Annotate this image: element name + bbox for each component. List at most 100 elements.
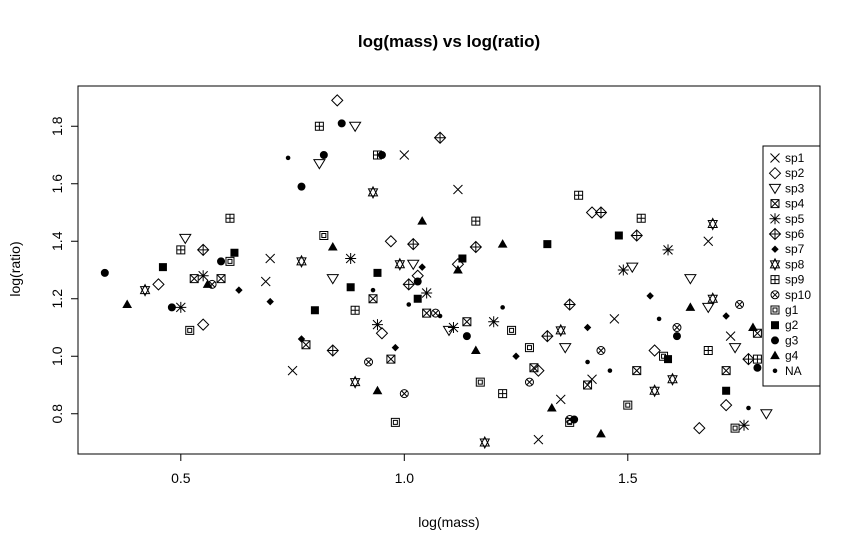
data-points xyxy=(100,94,803,450)
legend-item: sp9 xyxy=(770,273,805,287)
data-point xyxy=(297,335,306,343)
data-point xyxy=(178,233,192,245)
data-point xyxy=(596,428,606,438)
legend-label: g3 xyxy=(785,333,799,347)
chart-title: log(mass) vs log(ratio) xyxy=(358,32,540,51)
data-point xyxy=(100,268,109,277)
legend-symbol xyxy=(770,153,780,163)
data-point xyxy=(462,332,471,341)
data-point xyxy=(391,343,400,352)
data-point xyxy=(683,274,697,285)
data-point xyxy=(649,384,660,398)
data-point xyxy=(287,365,298,376)
data-point xyxy=(623,400,633,410)
data-point xyxy=(672,323,682,332)
series-sp5 xyxy=(175,244,786,431)
data-point xyxy=(630,229,643,242)
data-point xyxy=(437,313,443,319)
data-point xyxy=(587,374,597,385)
data-point xyxy=(488,316,500,328)
legend-label: g2 xyxy=(785,318,799,332)
data-point xyxy=(421,287,433,299)
data-point xyxy=(738,419,750,431)
plot-frame xyxy=(77,85,821,455)
data-point xyxy=(202,279,213,288)
data-point xyxy=(664,355,673,364)
data-point xyxy=(462,317,472,327)
data-point xyxy=(541,329,554,343)
legend-label: sp4 xyxy=(785,197,805,211)
data-point xyxy=(375,327,389,340)
data-point xyxy=(185,325,195,335)
data-point xyxy=(406,259,420,271)
data-point xyxy=(479,435,491,450)
x-tick-label: 1.0 xyxy=(395,470,415,486)
data-point xyxy=(418,263,426,271)
legend-label: NA xyxy=(785,364,802,378)
legend-symbol xyxy=(770,275,780,285)
data-point xyxy=(583,323,592,332)
legend-item: sp6 xyxy=(768,227,805,241)
data-point xyxy=(350,305,360,315)
data-point xyxy=(312,159,326,170)
legend-symbol xyxy=(772,368,778,374)
legend-symbol xyxy=(770,305,780,315)
data-point xyxy=(512,352,520,360)
data-point xyxy=(122,299,133,308)
data-point xyxy=(497,239,508,248)
data-point xyxy=(667,372,678,386)
data-point xyxy=(349,375,361,389)
legend-item: g3 xyxy=(771,333,799,347)
data-point xyxy=(370,287,376,293)
data-point xyxy=(636,213,646,223)
data-point xyxy=(753,363,762,372)
series-sp10 xyxy=(207,279,794,424)
data-point xyxy=(314,121,324,131)
data-point xyxy=(230,248,239,257)
legend-label: sp6 xyxy=(785,227,805,241)
legend-item: g1 xyxy=(770,303,799,317)
data-point xyxy=(648,344,661,357)
series-sp2 xyxy=(152,94,733,435)
legend-item: sp2 xyxy=(768,166,805,180)
data-point xyxy=(728,343,742,354)
data-point xyxy=(348,121,362,133)
data-point xyxy=(672,332,681,341)
data-point xyxy=(407,237,420,251)
data-point xyxy=(422,308,432,318)
data-point xyxy=(216,274,226,284)
series-sp6 xyxy=(196,131,782,366)
data-point xyxy=(555,323,567,337)
data-point xyxy=(546,402,557,412)
legend-label: sp3 xyxy=(785,181,805,195)
data-point xyxy=(558,343,572,354)
legend-label: g4 xyxy=(785,349,799,363)
data-point xyxy=(685,302,696,311)
legend-symbol xyxy=(768,183,782,195)
data-point xyxy=(417,216,428,225)
legend-item: sp1 xyxy=(770,151,805,165)
data-point xyxy=(469,240,483,254)
x-axis-label: log(mass) xyxy=(418,514,479,530)
data-point xyxy=(748,322,758,331)
series-na xyxy=(236,155,787,411)
series-g3 xyxy=(100,119,762,424)
data-point xyxy=(529,363,539,373)
data-point xyxy=(431,308,441,318)
y-tick-label: 0.8 xyxy=(49,404,65,424)
data-point xyxy=(507,325,517,335)
data-point xyxy=(722,312,730,320)
data-point xyxy=(406,302,412,307)
data-point xyxy=(310,306,319,315)
data-point xyxy=(759,409,773,420)
data-point xyxy=(703,346,713,355)
legend-label: sp10 xyxy=(785,288,811,302)
y-tick-label: 1.0 xyxy=(49,346,65,366)
series-sp3 xyxy=(178,121,773,420)
data-point xyxy=(585,206,599,219)
series-sp4 xyxy=(189,274,762,390)
legend-label: sp2 xyxy=(785,166,805,180)
data-point xyxy=(373,268,382,277)
data-point xyxy=(574,190,584,200)
